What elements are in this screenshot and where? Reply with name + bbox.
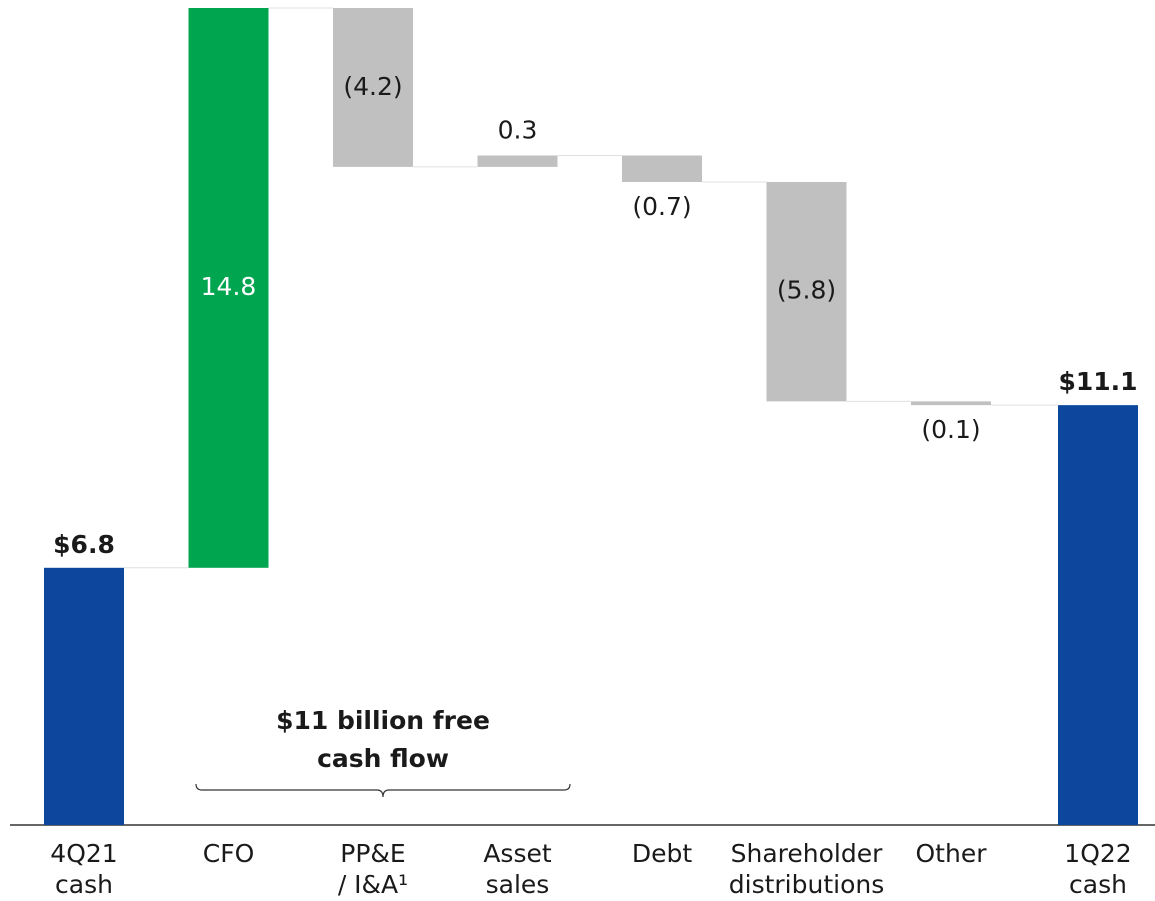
x-tick-label: 1Q22 xyxy=(1064,839,1131,868)
value-label: 0.3 xyxy=(498,116,538,145)
bar xyxy=(622,155,702,182)
x-tick-label: distributions xyxy=(729,870,885,899)
x-tick-label: cash xyxy=(55,870,113,899)
x-tick-label: Other xyxy=(916,839,988,868)
bar xyxy=(44,567,124,825)
value-label: (0.1) xyxy=(921,415,980,444)
x-tick-label: cash xyxy=(1069,870,1127,899)
x-tick-label: PP&E xyxy=(340,839,405,868)
bar xyxy=(188,8,269,568)
x-tick-label: Shareholder xyxy=(731,839,883,868)
bar xyxy=(911,401,991,406)
bar xyxy=(333,8,413,167)
x-tick-label: CFO xyxy=(203,839,255,868)
bracket xyxy=(195,783,571,798)
value-label: 14.8 xyxy=(201,272,257,301)
x-tick-label: Debt xyxy=(632,839,693,868)
x-tick-label: Asset xyxy=(483,839,552,868)
value-label: (4.2) xyxy=(343,72,402,101)
annotation: cash flow xyxy=(317,744,449,773)
value-label: $11.1 xyxy=(1058,367,1137,396)
bar xyxy=(1058,405,1138,825)
annotation: $11 billion free xyxy=(276,706,490,735)
x-tick-label: sales xyxy=(486,870,550,899)
bar xyxy=(766,181,847,402)
x-tick-label: / I&A¹ xyxy=(338,870,408,899)
bar xyxy=(477,155,558,167)
x-tick-label: 4Q21 xyxy=(50,839,117,868)
value-label: (5.8) xyxy=(777,276,836,305)
value-label: $6.8 xyxy=(53,530,115,559)
value-label: (0.7) xyxy=(632,192,691,221)
